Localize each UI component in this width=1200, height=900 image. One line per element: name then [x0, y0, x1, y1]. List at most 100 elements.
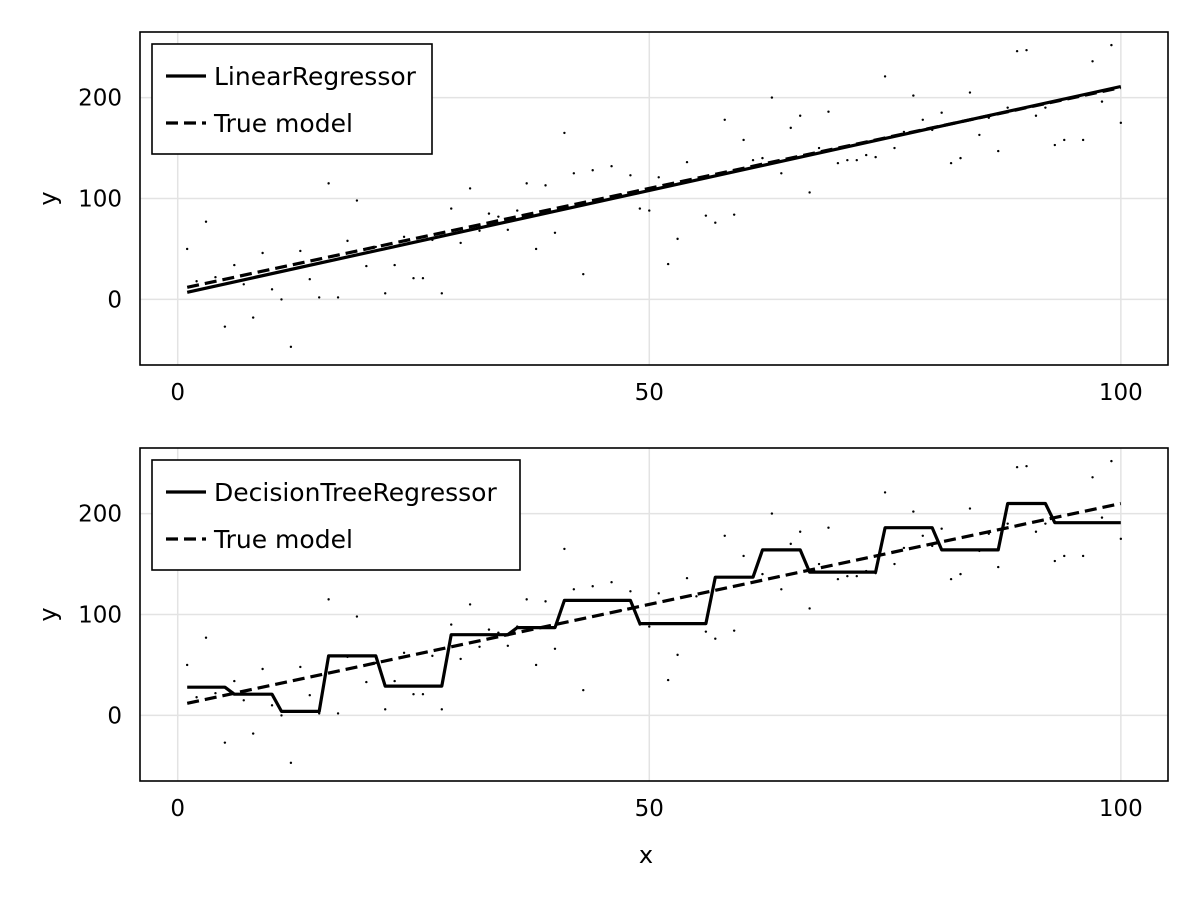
legend-label: DecisionTreeRegressor [214, 478, 497, 507]
legend-label: LinearRegressor [214, 62, 417, 91]
y-tick-label: 0 [107, 287, 122, 313]
data-point [770, 96, 774, 99]
data-point [780, 588, 783, 591]
data-point [506, 228, 510, 231]
data-point [855, 574, 858, 578]
data-point [336, 296, 340, 299]
data-point [874, 155, 877, 159]
data-point [1119, 121, 1123, 125]
data-point [1063, 138, 1066, 142]
data-point [1081, 554, 1085, 558]
data-point [195, 696, 198, 699]
data-point [582, 688, 585, 692]
legend-box [151, 43, 433, 155]
data-point [949, 577, 953, 581]
data-point [1110, 459, 1113, 463]
data-point [1119, 537, 1123, 541]
data-point [751, 158, 755, 162]
data-point [468, 187, 472, 190]
data-point [525, 598, 528, 601]
data-point [204, 636, 208, 639]
data-point [384, 708, 387, 711]
data-point [355, 199, 359, 202]
data-point [355, 615, 359, 618]
y-tick-label: 200 [78, 86, 122, 112]
legend: LinearRegressor True model [151, 43, 433, 155]
data-point [242, 699, 245, 702]
data-point [940, 111, 943, 114]
data-point [1081, 138, 1085, 142]
y-tick-label: 100 [78, 187, 122, 213]
data-point [723, 534, 726, 537]
data-point [997, 565, 1000, 569]
data-point [251, 316, 255, 319]
data-point [365, 680, 368, 684]
data-point [648, 625, 651, 628]
data-point [836, 577, 840, 581]
data-point [1034, 114, 1038, 117]
panel-1: 0 50 100 0 100 200 y LinearRegressor True model [34, 31, 1169, 406]
data-point [912, 94, 915, 97]
plot-frame [139, 31, 1169, 366]
panel-2: 0 50 100 0 100 200 y x DecisionTreeRegressor True… [34, 447, 1169, 869]
data-point [827, 110, 830, 113]
data-point [893, 146, 896, 150]
data-point [808, 607, 811, 610]
data-point [714, 637, 717, 640]
x-tick-label: 50 [635, 380, 664, 406]
data-point [525, 182, 528, 185]
data-point [685, 576, 689, 580]
data-point [204, 220, 208, 223]
data-point [233, 679, 236, 683]
data-point [440, 292, 443, 295]
data-point [959, 572, 962, 576]
data-point [450, 207, 453, 210]
data-point [1044, 106, 1047, 109]
y-axis-label: y [34, 191, 62, 205]
data-point [1053, 143, 1057, 147]
data-point [280, 714, 283, 717]
x-tick-label: 0 [170, 380, 185, 406]
data-point [402, 235, 406, 239]
data-point [233, 263, 236, 267]
data-point [940, 527, 943, 530]
data-point [883, 491, 887, 494]
data-point [846, 158, 849, 162]
data-point [883, 75, 887, 78]
data-point [421, 277, 425, 280]
data-point [544, 184, 547, 187]
data-point [572, 172, 576, 175]
data-point [666, 678, 670, 682]
data-point [657, 176, 660, 179]
data-point [327, 598, 330, 601]
data-point [289, 761, 293, 765]
data-point [714, 221, 717, 224]
data-point [553, 647, 557, 651]
x-tick-label: 0 [170, 796, 185, 822]
data-point [798, 114, 802, 117]
y-tick-label: 100 [78, 603, 122, 629]
data-point [327, 182, 330, 185]
data-point [761, 156, 764, 160]
data-point [695, 595, 698, 598]
data-point [214, 692, 217, 695]
data-point [440, 708, 443, 711]
data-point [1091, 476, 1094, 479]
data-point [959, 156, 962, 160]
series-line-decisiontreeregressor [187, 501, 1121, 714]
data-point [223, 325, 227, 328]
data-point [261, 667, 264, 671]
data-point [1100, 100, 1104, 103]
data-point [402, 651, 406, 655]
data-point [789, 126, 792, 130]
data-point [732, 213, 736, 216]
data-point [374, 245, 377, 249]
data-point [185, 663, 189, 667]
data-point [968, 91, 972, 94]
data-point [1044, 522, 1047, 525]
data-point [1034, 530, 1038, 533]
data-point [572, 588, 576, 591]
data-point [308, 694, 311, 697]
data-point [214, 276, 217, 279]
